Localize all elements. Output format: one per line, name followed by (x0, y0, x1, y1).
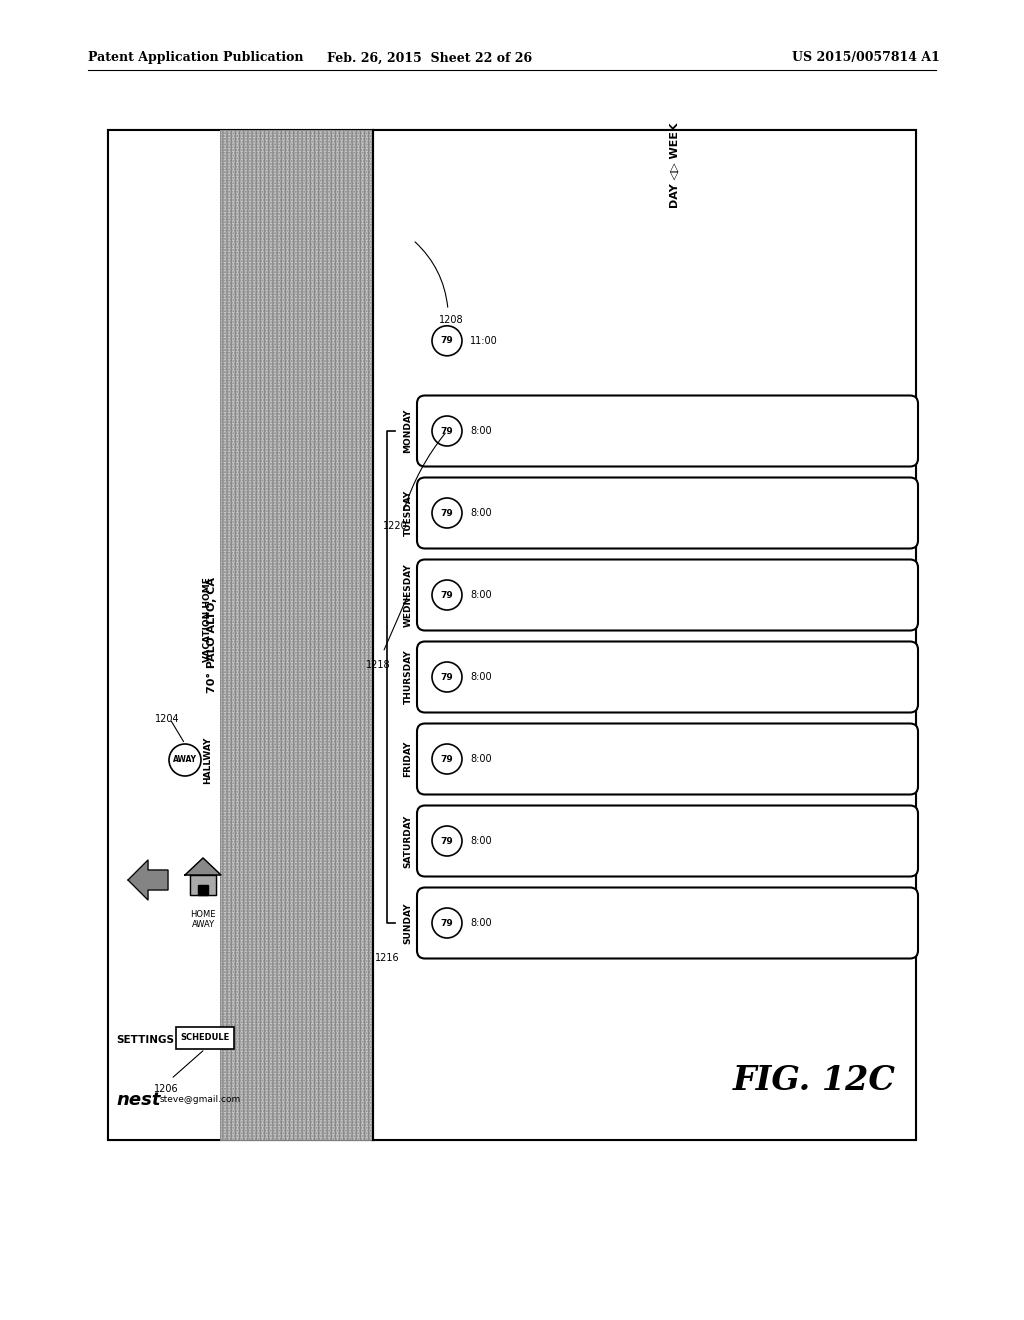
FancyBboxPatch shape (417, 723, 918, 795)
Text: 1206: 1206 (154, 1084, 178, 1094)
Text: AWAY: AWAY (173, 755, 197, 764)
FancyBboxPatch shape (417, 642, 918, 713)
Text: Patent Application Publication: Patent Application Publication (88, 51, 303, 65)
FancyBboxPatch shape (417, 478, 918, 549)
Polygon shape (190, 875, 216, 895)
Bar (108, 129, 373, 1140)
Text: 79: 79 (440, 337, 454, 346)
Bar (373, 129, 916, 1140)
FancyBboxPatch shape (417, 560, 918, 631)
Text: 8:00: 8:00 (470, 672, 492, 682)
Text: Feb. 26, 2015  Sheet 22 of 26: Feb. 26, 2015 Sheet 22 of 26 (328, 51, 532, 65)
Text: US 2015/0057814 A1: US 2015/0057814 A1 (793, 51, 940, 65)
Bar (220, 129, 373, 1140)
Circle shape (432, 579, 462, 610)
Bar (220, 129, 373, 1140)
Text: MONDAY: MONDAY (403, 409, 413, 453)
Text: SUNDAY: SUNDAY (403, 903, 413, 944)
Text: WEDNESDAY: WEDNESDAY (403, 564, 413, 627)
FancyBboxPatch shape (417, 887, 918, 958)
Circle shape (432, 826, 462, 855)
Circle shape (169, 744, 201, 776)
Text: 1204: 1204 (155, 714, 179, 723)
Polygon shape (185, 858, 221, 875)
Text: 79: 79 (440, 426, 454, 436)
Text: 8:00: 8:00 (470, 917, 492, 928)
Text: VACATION HOME: VACATION HOME (204, 578, 213, 663)
Text: FIG. 12C: FIG. 12C (733, 1064, 896, 1097)
Text: 11:00: 11:00 (470, 335, 498, 346)
Circle shape (432, 416, 462, 446)
Bar (220, 129, 373, 1140)
Text: 1208: 1208 (438, 315, 463, 325)
Text: THURSDAY: THURSDAY (403, 649, 413, 705)
Circle shape (432, 908, 462, 939)
Text: 79: 79 (440, 837, 454, 846)
Text: 79: 79 (440, 508, 454, 517)
Text: 79: 79 (440, 919, 454, 928)
FancyBboxPatch shape (417, 805, 918, 876)
Text: 8:00: 8:00 (470, 836, 492, 846)
Text: 79: 79 (440, 672, 454, 681)
Text: 1220: 1220 (383, 521, 408, 531)
Text: nest: nest (116, 1092, 161, 1109)
Text: 70° PALO ALTO, CA: 70° PALO ALTO, CA (207, 577, 217, 693)
Text: TUESDAY: TUESDAY (403, 490, 413, 536)
Circle shape (432, 663, 462, 692)
Text: 8:00: 8:00 (470, 754, 492, 764)
FancyBboxPatch shape (417, 396, 918, 466)
Text: HALLWAY: HALLWAY (204, 737, 213, 784)
Text: steve@gmail.com: steve@gmail.com (160, 1096, 242, 1105)
Text: 1218: 1218 (366, 660, 390, 671)
Text: 79: 79 (440, 755, 454, 763)
Text: HOME
AWAY: HOME AWAY (190, 909, 216, 929)
Polygon shape (198, 884, 208, 895)
Text: FRIDAY: FRIDAY (403, 741, 413, 777)
Text: DAY ◁▷ WEEK: DAY ◁▷ WEEK (670, 123, 680, 207)
Text: 1216: 1216 (375, 953, 399, 964)
Text: SETTINGS: SETTINGS (116, 1035, 174, 1045)
Text: SCHEDULE: SCHEDULE (180, 1034, 229, 1043)
Text: 8:00: 8:00 (470, 590, 492, 601)
Circle shape (432, 744, 462, 774)
Bar (176, 1027, 234, 1049)
Polygon shape (128, 861, 168, 900)
Text: 79: 79 (440, 590, 454, 599)
Text: 8:00: 8:00 (470, 508, 492, 517)
Text: SATURDAY: SATURDAY (403, 814, 413, 867)
Circle shape (432, 326, 462, 356)
Circle shape (432, 498, 462, 528)
Bar (108, 129, 916, 1140)
Text: 8:00: 8:00 (470, 426, 492, 436)
